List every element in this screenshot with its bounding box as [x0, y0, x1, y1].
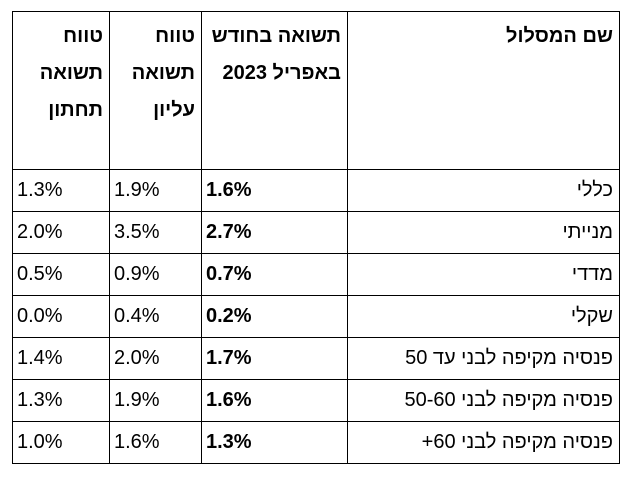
row-april-return: 1.6%	[201, 169, 348, 212]
row-upper-range: 3.5%	[109, 211, 202, 254]
row-april-return: 1.6%	[201, 379, 348, 422]
row-april-return: 0.7%	[201, 253, 348, 296]
row-lower-range: 0.5%	[12, 253, 110, 296]
row-name: כללי	[347, 169, 620, 212]
row-april-return: 1.3%	[201, 421, 348, 464]
header-track-name: שם המסלול	[347, 11, 620, 170]
table-row: פנסיה מקיפה לבני 50-60 1.6% 1.9% 1.3%	[12, 379, 620, 422]
row-upper-range: 1.9%	[109, 169, 202, 212]
row-name: פנסיה מקיפה לבני עד 50	[347, 337, 620, 380]
row-name: מנייתי	[347, 211, 620, 254]
row-april-return: 2.7%	[201, 211, 348, 254]
table-row: פנסיה מקיפה לבני עד 50 1.7% 2.0% 1.4%	[12, 337, 620, 380]
row-lower-range: 1.3%	[12, 169, 110, 212]
row-lower-range: 0.0%	[12, 295, 110, 338]
row-upper-range: 1.9%	[109, 379, 202, 422]
row-lower-range: 1.3%	[12, 379, 110, 422]
header-april-return: תשואה בחודש באפריל 2023	[201, 11, 348, 170]
row-upper-range: 0.4%	[109, 295, 202, 338]
row-name: שקלי	[347, 295, 620, 338]
table-row: פנסיה מקיפה לבני 60+ 1.3% 1.6% 1.0%	[12, 421, 620, 464]
row-name: מדדי	[347, 253, 620, 296]
header-lower-range: טווח תשואה תחתון	[12, 11, 110, 170]
table-row: מדדי 0.7% 0.9% 0.5%	[12, 253, 620, 296]
table-header-row: שם המסלול תשואה בחודש באפריל 2023 טווח ת…	[12, 11, 620, 170]
row-lower-range: 2.0%	[12, 211, 110, 254]
row-april-return: 0.2%	[201, 295, 348, 338]
row-lower-range: 1.4%	[12, 337, 110, 380]
table-row: מנייתי 2.7% 3.5% 2.0%	[12, 211, 620, 254]
header-upper-range: טווח תשואה עליון	[109, 11, 202, 170]
returns-table: שם המסלול תשואה בחודש באפריל 2023 טווח ת…	[12, 11, 620, 464]
row-upper-range: 1.6%	[109, 421, 202, 464]
row-april-return: 1.7%	[201, 337, 348, 380]
row-name: פנסיה מקיפה לבני 50-60	[347, 379, 620, 422]
row-upper-range: 2.0%	[109, 337, 202, 380]
row-lower-range: 1.0%	[12, 421, 110, 464]
row-upper-range: 0.9%	[109, 253, 202, 296]
table-row: שקלי 0.2% 0.4% 0.0%	[12, 295, 620, 338]
row-name: פנסיה מקיפה לבני 60+	[347, 421, 620, 464]
table-row: כללי 1.6% 1.9% 1.3%	[12, 169, 620, 212]
